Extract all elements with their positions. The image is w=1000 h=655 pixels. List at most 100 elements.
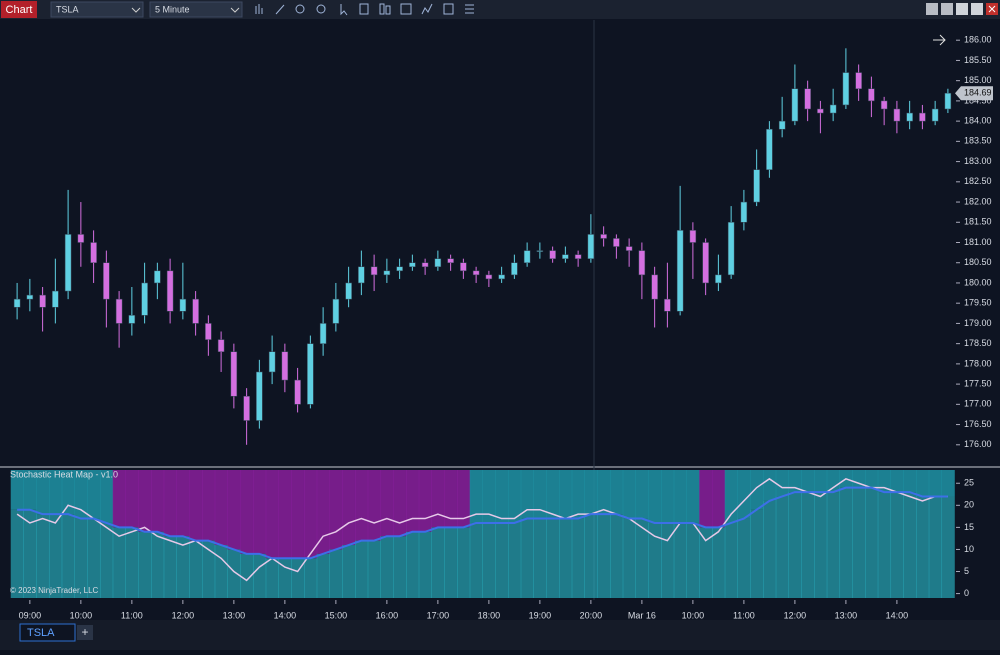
heat-upper [801,470,815,493]
heat-lower [303,558,318,598]
heat-upper [699,470,713,528]
candle-body [523,250,531,263]
heat-upper [546,470,560,519]
candle-body [332,298,340,324]
toolbar-icons[interactable] [255,3,474,16]
heat-upper [189,470,203,541]
candle-body [562,254,569,259]
heat-lower [405,531,420,598]
heat-lower [214,545,228,598]
y-tick-label: 181.00 [964,237,992,247]
heat-lower [916,496,930,598]
instrument-select[interactable] [50,1,144,18]
heat-upper [291,470,305,559]
heat-lower [533,518,547,598]
y-tick-label: 182.00 [964,196,992,206]
heat-lower [520,518,535,598]
heat-lower [329,549,343,598]
candle-body [319,323,327,344]
candle-body [217,339,225,352]
interval: 5 Minute [155,4,190,14]
heat-upper [342,470,356,546]
y-tick-label: 178.00 [964,358,992,368]
candle-body [192,298,199,324]
heat-lower [240,553,254,598]
candle-body [536,250,544,252]
candle-body [676,230,684,312]
candle-body [740,201,748,223]
heat-lower [163,536,177,598]
heat-upper [597,470,611,515]
instrument: TSLA [56,4,79,14]
heat-lower [316,553,330,598]
heat-upper [520,470,535,519]
heat-lower [444,527,458,598]
heat-upper [928,470,943,497]
heat-upper [393,470,407,537]
candle-body [511,262,518,276]
heat-upper [214,470,228,546]
heat-upper [814,470,828,493]
candle-body [77,234,85,243]
y-tick-label: 10 [964,544,974,554]
heat-upper [712,470,726,528]
heat-upper [252,470,267,554]
heat-upper [150,470,165,532]
candle-body [434,258,442,268]
y-tick-label: 179.50 [964,298,992,308]
y-tick-label: 183.00 [964,156,992,166]
x-tick-label: 13:00 [223,610,246,620]
candle-body [587,234,595,259]
candle-body [115,298,123,324]
candle-body [166,270,174,312]
candle-body [103,262,110,300]
heat-upper [303,470,318,559]
candle-body [880,100,888,110]
y-tick-label: 176.50 [964,419,992,429]
heat-lower [342,545,356,598]
heat-upper [23,470,37,510]
candle-body [715,274,722,284]
heat-lower [252,553,267,598]
window-controls[interactable] [926,3,998,15]
add-tab[interactable] [77,625,93,640]
candle-body [90,242,97,263]
x-tick-label: 19:00 [529,610,552,620]
heat-upper [265,470,279,559]
candle-body [179,298,187,312]
tab[interactable] [19,623,76,642]
heat-lower [495,522,509,598]
x-tick-label: 20:00 [580,610,603,620]
heat-lower [686,522,700,598]
window-title-badge[interactable] [1,1,37,18]
candle-body [613,238,620,247]
candle-body [753,169,760,203]
candle-body [931,108,939,122]
heat-lower [380,536,394,598]
scroll-arrow[interactable] [933,34,946,46]
y-tick-label: 178.50 [964,338,992,348]
heat-upper [61,470,75,515]
tab-label: TSLA [27,627,55,639]
heat-lower [354,540,369,598]
indicator-title: Stochastic Heat Map - v1.0 [10,469,118,479]
candle-body [804,88,811,110]
candle-body [574,254,582,259]
heat-lower [176,536,190,598]
y-tick-label: 177.00 [964,399,992,409]
interval-select[interactable] [149,1,243,18]
heat-lower [367,540,381,598]
y-tick-label: 180.50 [964,257,992,267]
y-tick-label: 181.50 [964,217,992,227]
heat-lower [814,492,828,598]
candle-body [307,343,314,405]
y-tick-label: 180.00 [964,277,992,287]
x-tick-label: 12:00 [172,610,195,620]
x-tick-label: 18:00 [478,610,501,620]
candle-body [664,298,671,312]
heat-upper [10,470,24,510]
heat-upper [750,470,764,510]
heat-upper [329,470,343,550]
candle-body [294,379,301,405]
dropdown-arrow [230,7,240,13]
